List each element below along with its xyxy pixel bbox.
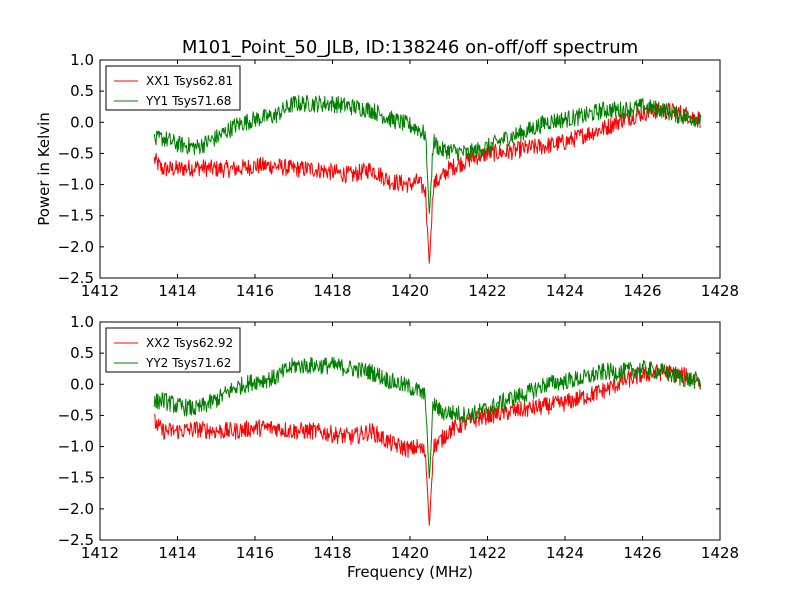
y-tick-label: −2.5 [58,531,94,549]
y-tick-label: −1.0 [58,176,94,194]
y-tick-label: −2.0 [58,500,94,518]
plot-series-group [153,356,702,526]
x-tick-label: 1426 [623,544,661,562]
y-tick-label: −0.5 [58,406,94,424]
y-tick-label: −2.0 [58,238,94,256]
bottom-panel: 1412 1414 1416 1418 1420 1422 1424 1426 1428 −2.5… [58,313,740,562]
x-tick-label: 1422 [468,544,506,562]
top-panel: 1412 1414 1416 1418 1420 1422 1424 1426 1428 −2.5… [58,51,740,300]
x-tick-label: 1412 [81,544,119,562]
x-tick-label: 1420 [391,282,429,300]
legend-box [105,327,241,373]
y-tick-label: 1.0 [70,51,94,69]
y-tick-label: −1.0 [58,438,94,456]
x-tick-label: 1424 [546,544,584,562]
x-axis-label: Frequency (MHz) [347,563,473,581]
x-tick-label: 1428 [701,282,739,300]
figure-title: M101_Point_50_JLB, ID:138246 on-off/off … [182,37,638,58]
x-tick-label: 1412 [81,282,119,300]
y-tick-label: 0.0 [70,113,94,131]
series-line-yy [153,356,702,479]
legend-label: YY1 Tsys71.68 [145,94,231,108]
legend-label: XX2 Tsys62.92 [146,336,233,350]
legend-label: YY2 Tsys71.62 [145,356,231,370]
legend-label: XX1 Tsys62.81 [146,74,233,88]
x-tick-label: 1414 [158,282,196,300]
x-tick-label: 1414 [158,544,196,562]
x-tick-label: 1418 [313,282,351,300]
x-tick-label: 1422 [468,282,506,300]
y-tick-label: 0.5 [70,82,94,100]
y-tick-label: 0.0 [70,375,94,393]
x-tick-label: 1424 [546,282,584,300]
y-tick-label: −1.5 [58,469,94,487]
y-axis-label: Power in Kelvin [35,112,53,226]
plot-series-group [153,95,702,264]
y-tick-label: 0.5 [70,344,94,362]
series-line-xx [153,363,702,526]
y-tick-label: −1.5 [58,207,94,225]
x-tick-label: 1428 [701,544,739,562]
y-tick-label: −0.5 [58,144,94,162]
x-tick-label: 1416 [236,282,274,300]
x-tick-label: 1426 [623,282,661,300]
series-line-yy [153,95,702,214]
series-line-xx [153,101,701,264]
x-tick-label: 1420 [391,544,429,562]
x-tick-label: 1418 [313,544,351,562]
legend-box [105,65,241,111]
y-tick-label: 1.0 [70,313,94,331]
y-tick-label: −2.5 [58,269,94,287]
x-tick-label: 1416 [236,544,274,562]
